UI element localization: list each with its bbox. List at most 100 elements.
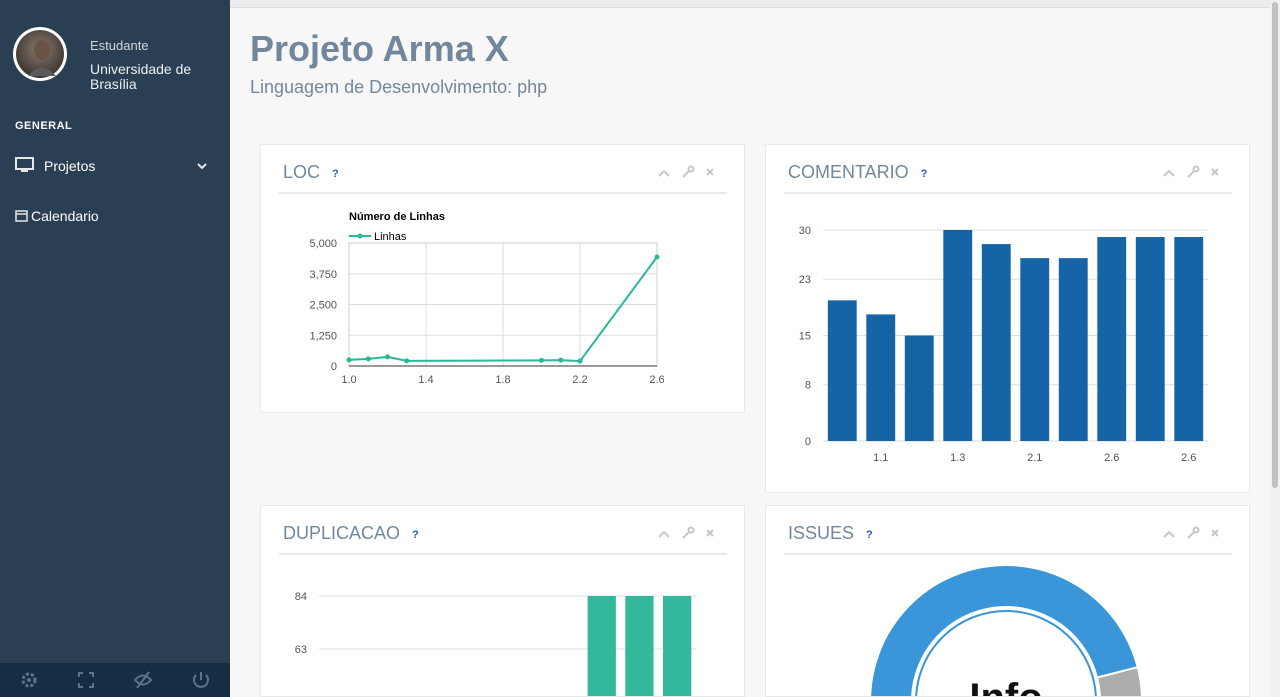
top-nav [230, 0, 1270, 8]
y-tick-label: 30 [799, 225, 811, 237]
bar [1097, 237, 1127, 441]
help-icon[interactable]: ? [921, 168, 928, 180]
bar [866, 314, 896, 441]
help-icon[interactable]: ? [866, 529, 873, 541]
y-tick-label: 84 [295, 591, 307, 603]
x-tick-label: 2.6 [649, 374, 664, 386]
panel: LOC? Número de Linhas 0 1,250 2,500 3,750 5,00… [260, 144, 745, 413]
data-point [346, 357, 352, 363]
panel-canvas: DUPLICACAO?426384 [279, 523, 727, 696]
bar [663, 596, 692, 696]
y-tick-label: 0 [331, 361, 337, 373]
legend-label: Linhas [374, 231, 407, 243]
collapse-icon[interactable] [658, 530, 670, 538]
avatar[interactable] [10, 26, 70, 86]
fullscreen-icon[interactable] [78, 672, 94, 688]
bar [904, 335, 934, 441]
wrench-handle [1187, 531, 1195, 539]
scroll-thumb[interactable] [1272, 2, 1278, 488]
bar [981, 244, 1011, 441]
data-point [558, 357, 564, 363]
x-tick-label: 1.3 [950, 452, 965, 464]
doughnut-segment [1095, 665, 1143, 696]
bar [1020, 258, 1050, 441]
help-icon[interactable]: ? [332, 168, 339, 180]
chart-title: Número de Linhas [349, 211, 445, 223]
collapse-icon[interactable] [1163, 169, 1175, 177]
profile-name: Universidade de Brasília [90, 61, 192, 92]
settings-icon[interactable] [682, 165, 695, 178]
doughnut-segment [869, 564, 1139, 696]
visibility-icon[interactable] [133, 671, 153, 689]
close-icon[interactable] [706, 529, 714, 537]
panel-canvas: COMENTARIO ? 0 8 15 23 30 1.1 1.3 2.1 2.6 2.6 [784, 162, 1232, 464]
data-point [654, 254, 660, 260]
settings-icon[interactable] [1187, 526, 1200, 539]
panel-title: LOC [283, 162, 320, 182]
y-tick-label: 3,750 [309, 269, 337, 281]
calendar-icon [15, 210, 28, 222]
x-tick-label: 2.6 [1104, 452, 1119, 464]
data-point [365, 356, 371, 362]
y-tick-label: 23 [799, 274, 811, 286]
sidebar: Estudante Universidade de Brasília GENER… [0, 0, 230, 697]
settings-icon[interactable] [1187, 165, 1200, 178]
data-point [577, 358, 583, 364]
data-point [385, 354, 390, 360]
bar [1058, 258, 1088, 441]
panel-title: DUPLICACAO [283, 523, 400, 543]
x-tick-label: 1.0 [341, 374, 356, 386]
x-tick-label: 2.6 [1181, 452, 1196, 464]
wrench-head [687, 165, 695, 173]
menu-item[interactable]: Projetos [44, 158, 96, 174]
bar [1174, 237, 1204, 441]
bar [587, 596, 616, 696]
scrollbar [1270, 0, 1280, 697]
x-tick-label: 2.2 [572, 374, 587, 386]
inner-ring [915, 610, 1097, 696]
logout-icon[interactable] [193, 672, 209, 688]
wrench-handle [1187, 170, 1195, 178]
panel-title: COMENTARIO [788, 162, 909, 182]
settings-icon[interactable] [21, 672, 37, 688]
panel-canvas: ISSUES? Info [784, 523, 1232, 697]
panel-title: ISSUES [788, 523, 854, 543]
close-icon[interactable] [1211, 168, 1219, 176]
x-tick-label: 2.1 [1027, 452, 1042, 464]
wrench-head [1192, 165, 1200, 173]
wrench-handle [682, 531, 690, 539]
bar [827, 300, 857, 441]
panel: COMENTARIO? 0 8 15 23 30 1.1 1.3 2.1 2.6 2.6 [765, 144, 1250, 493]
close-stroke [706, 168, 714, 176]
settings-icon[interactable] [682, 526, 695, 539]
close-icon[interactable] [1211, 529, 1219, 537]
center-label: Info [969, 676, 1042, 697]
y-tick-label: 5,000 [309, 238, 337, 250]
wrench-handle [682, 170, 690, 178]
profile-role: Estudante [90, 38, 149, 53]
bar [1135, 237, 1165, 441]
y-tick-label: 15 [799, 331, 811, 343]
sidebar-footer [0, 663, 230, 697]
y-tick-label: 2,500 [309, 300, 337, 312]
x-tick-label: 1.1 [873, 452, 888, 464]
collapse-icon[interactable] [658, 169, 670, 177]
y-tick-label: 1,250 [309, 330, 337, 342]
legend-swatch-dot [357, 233, 363, 239]
data-point [539, 357, 544, 363]
bar [625, 596, 654, 696]
section-title: GENERAL [15, 120, 73, 132]
collapse-icon[interactable] [1163, 530, 1175, 538]
close-icon[interactable] [706, 168, 714, 176]
panel: DUPLICACAO?426384 [260, 505, 745, 697]
wrench-head [687, 526, 695, 534]
x-tick-label: 1.4 [418, 374, 433, 386]
panel-canvas: LOC ? Número de Linhas 0 1,250 2,500 3,750 5,00… [279, 162, 727, 386]
help-icon[interactable]: ? [412, 529, 419, 541]
menu-item[interactable]: Calendario [31, 208, 99, 224]
close-stroke [706, 529, 714, 537]
bar [943, 230, 973, 441]
x-tick-label: 1.8 [495, 374, 510, 386]
chevron-icon[interactable] [196, 161, 208, 171]
